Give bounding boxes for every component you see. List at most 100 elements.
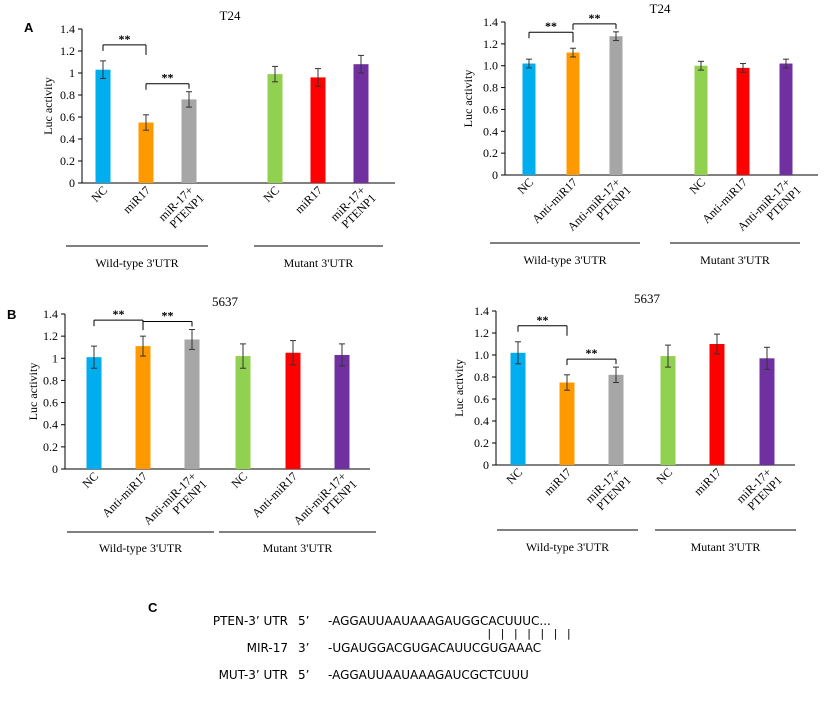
category-label-line: Anti-miR17 <box>99 469 150 520</box>
category-label-line: miR17 <box>292 183 325 216</box>
category-label-line: NC <box>503 465 525 487</box>
bar <box>510 352 526 465</box>
category-label: Anti-miR17 <box>99 469 150 520</box>
significance-label: ** <box>537 313 549 327</box>
category-label: miR17 <box>292 183 325 216</box>
y-tick-label: 0.6 <box>60 110 75 124</box>
chart-title: T24 <box>650 1 671 16</box>
bar <box>267 74 283 183</box>
category-label-line: NC <box>514 175 536 197</box>
bar <box>135 346 151 469</box>
y-tick-label: 0.2 <box>60 154 75 168</box>
y-tick-label: 0 <box>52 462 58 476</box>
y-tick-label: 0.6 <box>43 396 58 410</box>
y-tick-label: 1.4 <box>60 22 75 36</box>
bar <box>759 358 775 465</box>
significance-label: ** <box>162 71 174 85</box>
y-tick-label: 0.6 <box>474 392 489 406</box>
bar <box>310 77 326 183</box>
bar <box>694 65 708 175</box>
y-axis-label: Luc activity <box>461 70 475 128</box>
bar <box>95 69 111 183</box>
y-tick-label: 0.2 <box>483 146 498 160</box>
significance-label: ** <box>545 19 557 33</box>
category-label-line: NC <box>686 175 708 197</box>
y-tick-label: 0 <box>69 176 75 190</box>
y-tick-label: 0.2 <box>43 440 58 454</box>
group-label: Mutant 3'UTR <box>691 540 761 554</box>
category-label-line: NC <box>88 183 110 205</box>
bar <box>138 122 154 183</box>
y-tick-label: 0.6 <box>483 102 498 116</box>
y-tick-label: 0.4 <box>474 414 489 428</box>
category-label-line: miR17 <box>120 183 153 216</box>
y-tick-label: 1.4 <box>474 304 489 318</box>
panel-label-b: B <box>7 307 17 322</box>
y-tick-label: 0.8 <box>483 81 498 95</box>
category-label: miR17 <box>541 465 574 498</box>
category-label: miR-17+PTENP1 <box>328 182 379 233</box>
y-tick-label: 0 <box>492 168 498 182</box>
y-tick-label: 1.4 <box>483 15 498 29</box>
y-tick-label: 1.2 <box>60 44 75 58</box>
y-tick-label: 0.4 <box>60 132 75 146</box>
category-label: Anti-miR-17+PTENP1 <box>291 468 360 537</box>
significance-label: ** <box>586 346 598 360</box>
panel-label-c: C <box>148 600 158 615</box>
category-label-line: miR17 <box>691 465 724 498</box>
y-tick-label: 1.2 <box>483 37 498 51</box>
bar <box>184 339 200 469</box>
category-label: miR-17+PTENP1 <box>156 182 207 233</box>
bar <box>608 374 624 465</box>
chart-title: T24 <box>220 8 241 23</box>
group-label: Mutant 3'UTR <box>284 256 354 270</box>
bar <box>522 63 536 175</box>
category-label: Anti-miR-17+PTENP1 <box>141 468 210 537</box>
bar <box>779 63 793 175</box>
category-label: Anti-miR17 <box>249 469 300 520</box>
chart-title: 5637 <box>634 291 661 306</box>
category-label: miR-17+PTENP1 <box>583 464 634 515</box>
category-label-line: NC <box>653 465 675 487</box>
bar <box>285 352 301 469</box>
significance-label: ** <box>162 309 174 323</box>
bar <box>353 64 369 183</box>
group-label: Wild-type 3'UTR <box>523 253 606 267</box>
y-tick-label: 1.0 <box>474 348 489 362</box>
y-axis-label: Luc activity <box>41 77 55 135</box>
category-label: NC <box>228 469 250 491</box>
bar <box>235 356 251 469</box>
y-tick-label: 0.8 <box>474 370 489 384</box>
y-tick-label: 1.4 <box>43 307 58 321</box>
significance-label: ** <box>113 307 125 321</box>
category-label: NC <box>79 469 101 491</box>
category-label: NC <box>514 175 536 197</box>
category-label: miR17 <box>691 465 724 498</box>
y-tick-label: 1 <box>52 351 58 365</box>
significance-label: ** <box>119 32 131 46</box>
y-tick-label: 0.4 <box>43 418 58 432</box>
y-tick-label: 0 <box>483 458 489 472</box>
bar <box>609 36 623 176</box>
category-label: NC <box>503 465 525 487</box>
bar <box>181 99 197 183</box>
category-label-line: miR17 <box>541 465 574 498</box>
category-label: NC <box>88 183 110 205</box>
category-label-line: NC <box>79 469 101 491</box>
chart-A-left: T24 Luc activity 0 0.2 0.4 0.6 0.8 1 1.2 1.4 NC miR… <box>41 8 395 270</box>
y-tick-label: 0.8 <box>60 88 75 102</box>
chart-title: 5637 <box>212 294 239 309</box>
significance-label: ** <box>589 11 601 25</box>
category-label: miR17 <box>120 183 153 216</box>
group-label: Mutant 3'UTR <box>263 541 333 555</box>
category-label: miR-17+PTENP1 <box>734 464 785 515</box>
category-label-line: NC <box>228 469 250 491</box>
group-label: Mutant 3'UTR <box>700 253 770 267</box>
bar <box>736 67 750 175</box>
y-tick-label: 1.2 <box>43 329 58 343</box>
group-label: Wild-type 3'UTR <box>95 256 178 270</box>
group-label: Wild-type 3'UTR <box>99 541 182 555</box>
